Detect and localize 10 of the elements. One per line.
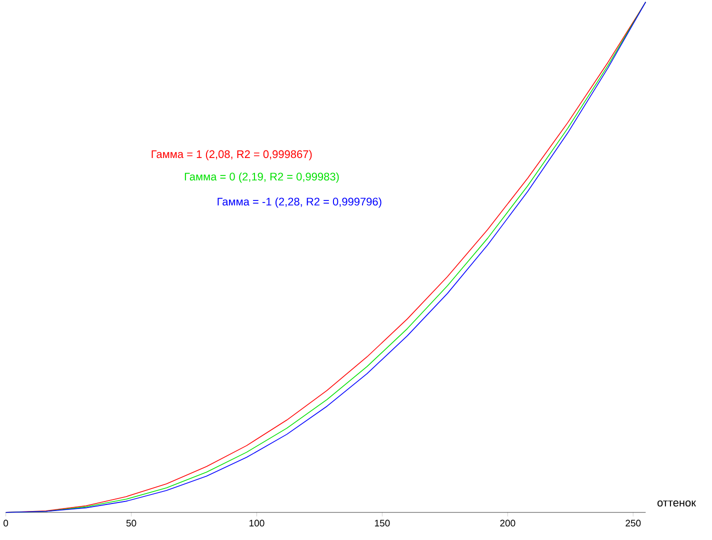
x-tick-label: 50 <box>126 520 136 526</box>
x-tick-label: 250 <box>626 520 641 526</box>
x-axis-title: оттенок <box>657 500 696 506</box>
x-tick-label: 0 <box>4 520 8 526</box>
x-tick-label: 150 <box>375 520 390 526</box>
text: Гамма = 1 (2,08, R2 = 0,999867) <box>152 150 312 160</box>
text: Гамма = -1 (2,28, R2 = 0,999796) <box>218 197 382 208</box>
x-tick-label: 100 <box>250 520 264 526</box>
text: Гамма = 0 (2,19, R2 = 0,99983) <box>184 172 339 183</box>
x-tick-label: 200 <box>500 520 516 526</box>
